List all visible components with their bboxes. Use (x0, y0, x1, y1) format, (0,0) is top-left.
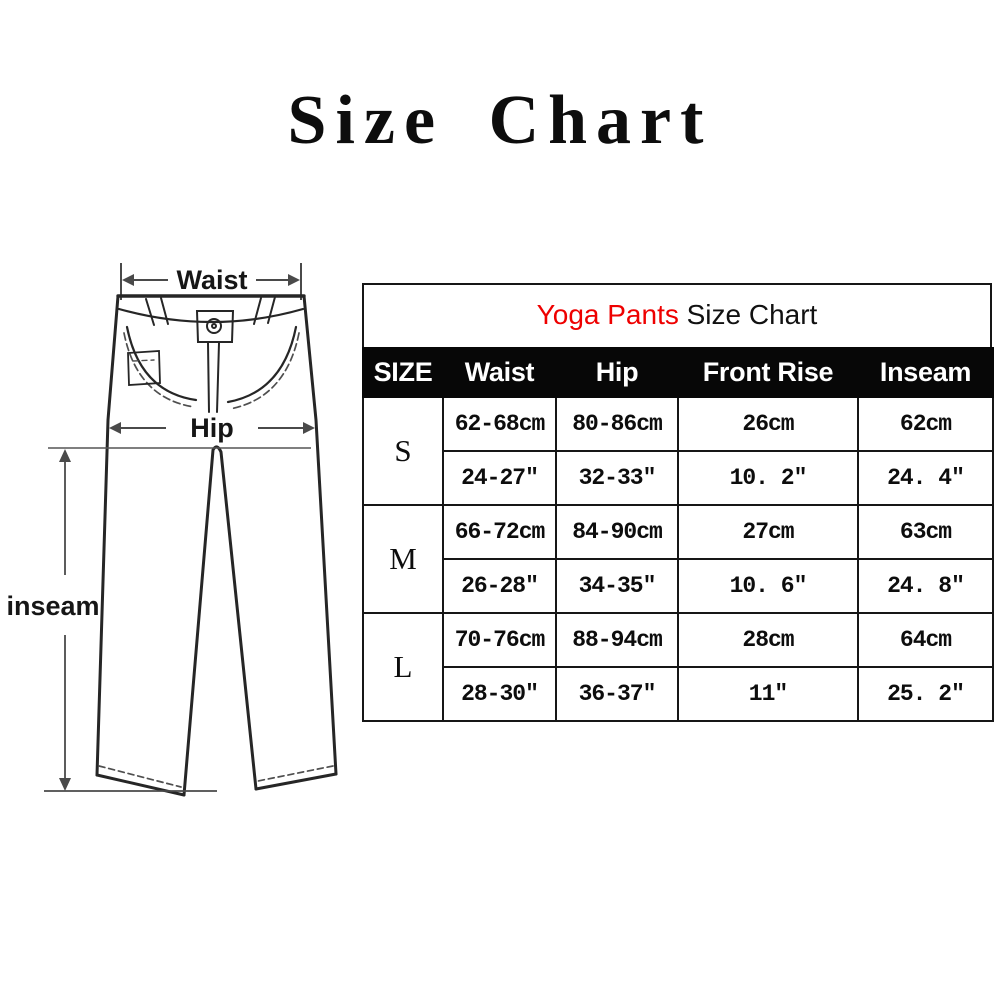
table-title: Yoga Pants Size Chart (362, 283, 992, 347)
l-hip-inch: 36-37″ (555, 666, 679, 722)
l-waist-cm: 70-76cm (442, 612, 557, 668)
m-inseam-cm: 63cm (857, 504, 994, 560)
table-row: 28-30″ 36-37″ 11″ 25. 2″ (363, 666, 994, 722)
l-inseam-inch: 25. 2″ (857, 666, 994, 722)
inseam-label: inseam (6, 591, 99, 621)
pants-measurement-diagram: Waist (0, 230, 360, 830)
size-chart-table: Yoga Pants Size Chart SIZE Waist Hip Fro… (362, 283, 994, 722)
m-waist-cm: 66-72cm (442, 504, 557, 560)
table-row: M 66-72cm 84-90cm 27cm 63cm (362, 504, 994, 614)
page-title: Size Chart (287, 82, 713, 159)
s-hip-cm: 80-86cm (555, 396, 679, 452)
table-row: 24-27″ 32-33″ 10. 2″ 24. 4″ (363, 450, 994, 506)
table-row: S 62-68cm 80-86cm 26cm 62cm (362, 396, 994, 506)
table-row: 26-28″ 34-35″ 10. 6″ 24. 8″ (363, 558, 994, 614)
l-front-rise-inch: 11″ (677, 666, 859, 722)
col-header-waist: Waist (442, 347, 557, 398)
s-front-rise-inch: 10. 2″ (677, 450, 859, 506)
s-inseam-cm: 62cm (857, 396, 994, 452)
hip-measure-arrow (109, 422, 315, 434)
waist-measure-arrow (120, 263, 302, 300)
col-header-size: SIZE (362, 347, 444, 398)
table-title-rest: Size Chart (678, 299, 818, 330)
s-waist-inch: 24-27″ (442, 450, 557, 506)
pants-line-drawing-icon: Waist (6, 263, 338, 797)
m-hip-inch: 34-35″ (555, 558, 679, 614)
col-header-inseam: Inseam (857, 347, 994, 398)
l-hip-cm: 88-94cm (555, 612, 679, 668)
m-waist-inch: 26-28″ (442, 558, 557, 614)
m-front-rise-inch: 10. 6″ (677, 558, 859, 614)
m-hip-cm: 84-90cm (555, 504, 679, 560)
s-inseam-inch: 24. 4″ (857, 450, 994, 506)
m-front-rise-cm: 27cm (677, 504, 859, 560)
size-m: M (362, 504, 444, 614)
col-header-hip: Hip (555, 347, 679, 398)
s-waist-cm: 62-68cm (442, 396, 557, 452)
col-header-front-rise: Front Rise (677, 347, 859, 398)
s-front-rise-cm: 26cm (677, 396, 859, 452)
size-table-grid: SIZE Waist Hip Front Rise Inseam S 62-68… (362, 347, 994, 722)
table-title-highlight: Yoga Pants (536, 299, 679, 330)
s-hip-inch: 32-33″ (555, 450, 679, 506)
size-l: L (362, 612, 444, 722)
l-waist-inch: 28-30″ (442, 666, 557, 722)
table-row: L 70-76cm 88-94cm 28cm 64cm (362, 612, 994, 722)
header-row: SIZE Waist Hip Front Rise Inseam (362, 347, 994, 398)
waist-label: Waist (176, 265, 247, 295)
l-front-rise-cm: 28cm (677, 612, 859, 668)
m-inseam-inch: 24. 8″ (857, 558, 994, 614)
size-s: S (362, 396, 444, 506)
hip-label: Hip (190, 413, 234, 443)
pants-outline (95, 294, 338, 797)
inseam-measure-arrow (44, 447, 311, 792)
l-inseam-cm: 64cm (857, 612, 994, 668)
